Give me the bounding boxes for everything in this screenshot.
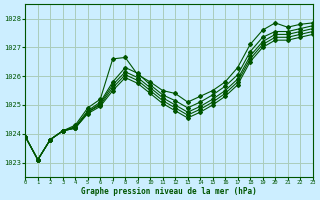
X-axis label: Graphe pression niveau de la mer (hPa): Graphe pression niveau de la mer (hPa) [81, 187, 257, 196]
